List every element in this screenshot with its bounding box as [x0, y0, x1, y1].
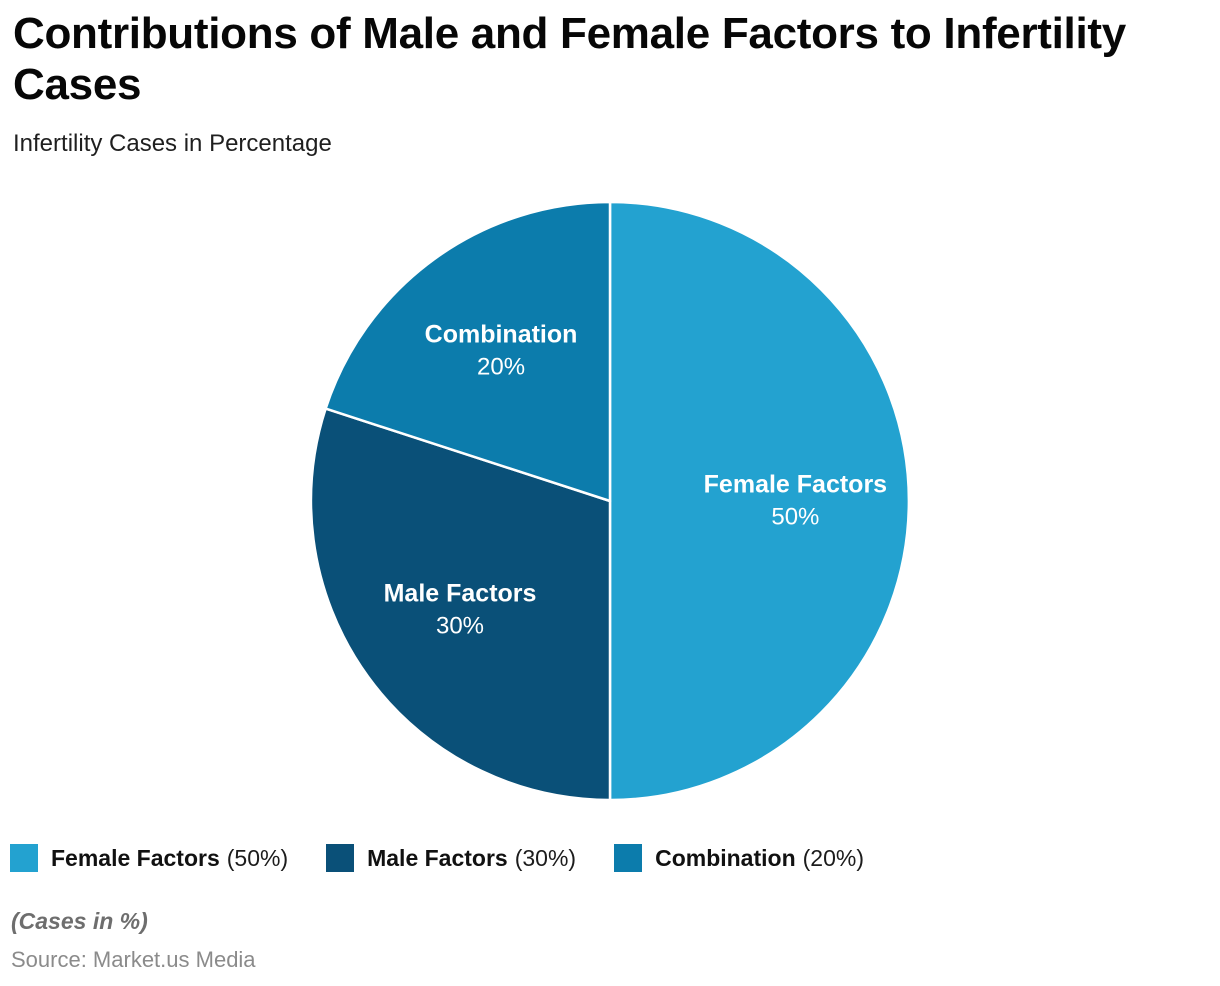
legend-swatch-combination [614, 844, 643, 872]
legend-label: Female Factors [51, 844, 220, 871]
legend-swatch-male-factors [326, 844, 355, 872]
cases-unit-note: (Cases in %) [11, 908, 148, 934]
legend-item-female-factors[interactable]: Female Factors (50%) [10, 844, 288, 872]
legend-item-combination[interactable]: Combination (20%) [614, 844, 864, 872]
legend-value: (30%) [514, 844, 577, 871]
legend-item-male-factors[interactable]: Male Factors (30%) [326, 844, 576, 872]
pie-chart: Female Factors 50% Male Factors 30% Comb… [309, 200, 911, 802]
pie-chart-svg [309, 200, 911, 802]
pie-slice-male-factors[interactable] [309, 407, 612, 802]
legend-value: (50%) [226, 844, 289, 871]
source-credit: Source: Market.us Media [11, 947, 256, 972]
legend-label: Combination [655, 844, 796, 871]
pie-slice-combination[interactable] [324, 200, 612, 503]
legend-label: Male Factors [367, 844, 508, 871]
legend: Female Factors (50%) Male Factors (30%) … [10, 844, 864, 872]
chart-subtitle: Infertility Cases in Percentage [13, 130, 332, 157]
legend-value: (20%) [802, 844, 864, 871]
pie-slice-female-factors[interactable] [608, 200, 911, 802]
legend-swatch-female-factors [10, 844, 38, 872]
chart-title: Contributions of Male and Female Factors… [13, 9, 1126, 110]
